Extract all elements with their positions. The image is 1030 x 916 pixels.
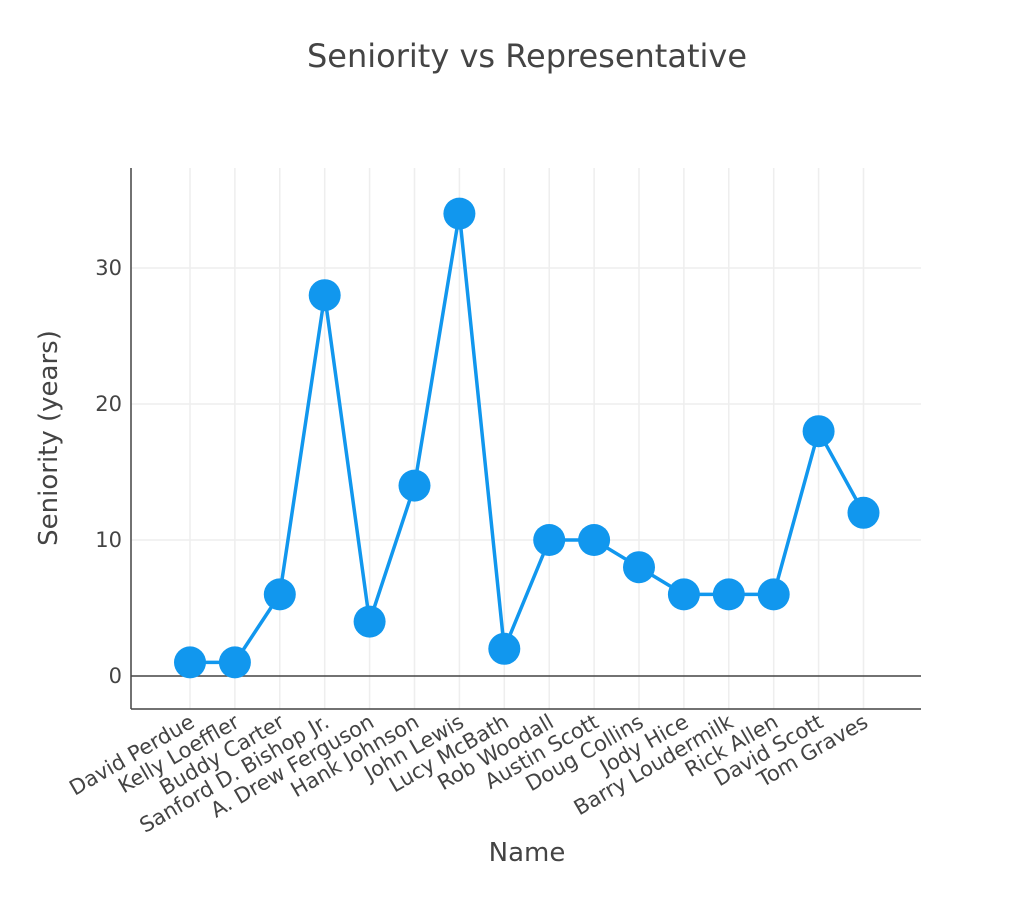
data-point bbox=[802, 415, 835, 448]
y-tick-label: 30 bbox=[95, 256, 122, 280]
y-tick-label: 20 bbox=[95, 392, 122, 416]
series-line bbox=[190, 211, 866, 665]
data-point bbox=[623, 551, 655, 584]
y-tick-labels: 0 10 20 30 bbox=[95, 256, 122, 688]
data-point bbox=[308, 279, 341, 312]
data-point bbox=[174, 646, 206, 679]
data-point bbox=[263, 578, 296, 611]
grid bbox=[131, 168, 921, 709]
data-point bbox=[218, 646, 251, 679]
data-point bbox=[667, 578, 700, 611]
y-tick-label: 0 bbox=[109, 664, 122, 688]
y-axis-label: Seniority (years) bbox=[34, 330, 64, 546]
data-point bbox=[398, 469, 431, 502]
data-point bbox=[578, 524, 611, 556]
data-point bbox=[847, 496, 880, 529]
chart-title: Seniority vs Representative bbox=[307, 37, 747, 75]
data-point bbox=[488, 632, 521, 665]
y-tick-label: 10 bbox=[95, 528, 122, 552]
data-point bbox=[757, 578, 790, 611]
series-markers bbox=[174, 197, 880, 679]
data-point bbox=[533, 524, 566, 556]
x-axis-label: Name bbox=[489, 838, 566, 868]
data-point bbox=[353, 605, 386, 638]
data-point bbox=[712, 578, 745, 611]
data-point bbox=[443, 197, 476, 230]
